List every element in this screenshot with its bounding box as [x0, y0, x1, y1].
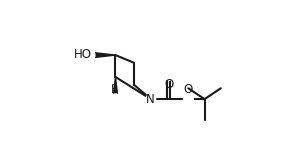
Circle shape: [83, 49, 95, 61]
Circle shape: [164, 70, 174, 80]
Text: F: F: [111, 83, 118, 96]
Text: O: O: [164, 78, 174, 91]
Text: HO: HO: [74, 48, 92, 61]
Text: N: N: [146, 93, 155, 106]
Circle shape: [111, 94, 120, 104]
Polygon shape: [93, 52, 116, 58]
Circle shape: [146, 94, 156, 104]
Text: O: O: [184, 83, 193, 96]
Polygon shape: [113, 77, 118, 99]
Circle shape: [184, 94, 193, 104]
